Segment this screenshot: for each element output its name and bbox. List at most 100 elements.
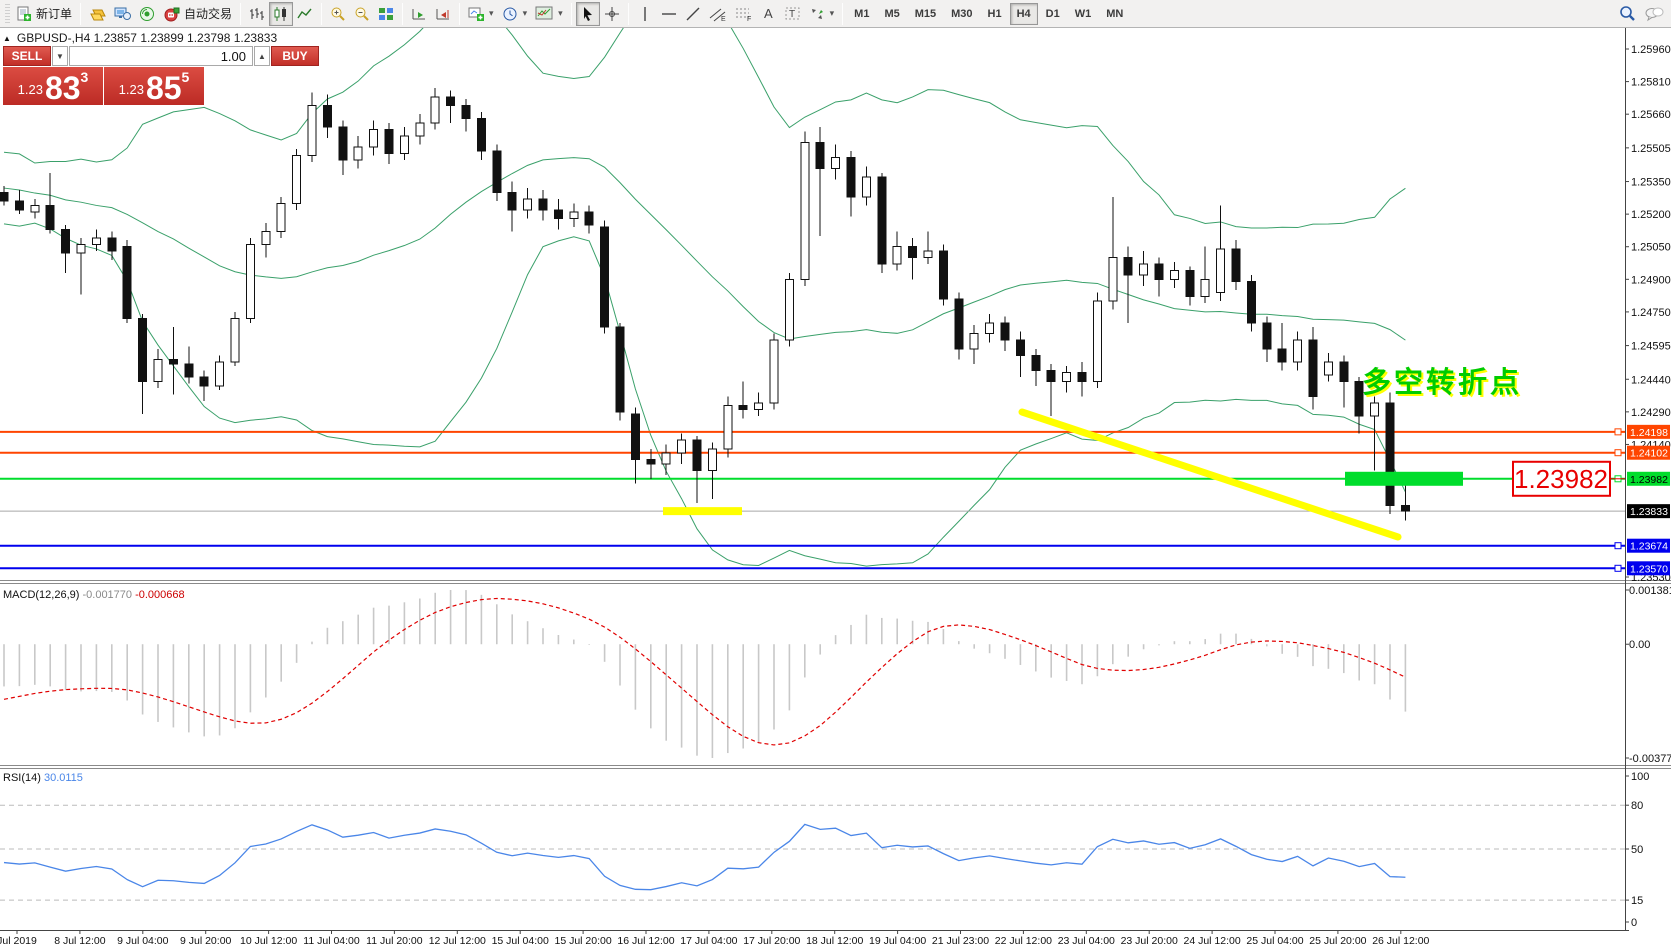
chart-shift-button[interactable]	[431, 2, 455, 26]
candle-body-bull	[707, 448, 717, 472]
candle	[815, 127, 825, 236]
timeframe-d1[interactable]: D1	[1039, 3, 1067, 25]
price-badge	[1627, 561, 1670, 576]
templates-button[interactable]	[531, 2, 567, 26]
text-label-tool[interactable]: T	[781, 2, 805, 26]
candle	[569, 203, 579, 228]
timeframe-h1[interactable]: H1	[981, 3, 1009, 25]
timeframe-h4[interactable]: H4	[1009, 2, 1038, 25]
candle	[769, 333, 779, 410]
buy-price-display[interactable]: 1.23 85 5	[104, 67, 204, 105]
candle-body-bear	[600, 226, 610, 328]
equidistant-channel-tool[interactable]: E	[705, 2, 731, 26]
candle-body-bear	[738, 404, 748, 411]
sell-button[interactable]: SELL	[3, 46, 51, 66]
timeframe-m30[interactable]: M30	[944, 3, 979, 25]
collapse-arrow-icon[interactable]: ▲	[3, 33, 11, 43]
candle	[430, 88, 440, 130]
time-tick-label: 12 Jul 12:00	[429, 935, 486, 947]
time-tick-label: 8 Jul 12:00	[54, 935, 106, 947]
candle	[14, 190, 24, 215]
periods-button[interactable]	[498, 2, 532, 26]
candle	[938, 244, 948, 306]
price-callout-box[interactable]	[1512, 460, 1611, 497]
auto-scroll-button[interactable]	[407, 2, 431, 26]
toolbar: 新订单 自动交易	[0, 0, 1671, 28]
candle	[30, 198, 40, 219]
candle-body-bull	[1293, 339, 1303, 363]
time-tick-label: 19 Jul 04:00	[869, 935, 926, 947]
data-window-button[interactable]	[110, 2, 135, 26]
zoom-in-button[interactable]	[326, 2, 350, 26]
candle	[831, 144, 841, 180]
rsi-value: 30.0115	[44, 772, 83, 784]
volume-increase-button[interactable]: ▲	[254, 46, 270, 66]
macd-signal-value: -0.000668	[135, 589, 185, 601]
candle-body-bear	[1000, 322, 1010, 341]
toolbar-separator	[627, 2, 629, 25]
price-badge	[1627, 445, 1670, 460]
arrows-tool[interactable]	[805, 2, 839, 26]
macd-label: MACD(12,26,9) -0.001770 -0.000668	[3, 589, 185, 601]
sell-price-display[interactable]: 1.23 83 3	[3, 67, 103, 105]
candle-body-bear	[61, 228, 71, 254]
text-tool[interactable]: A	[757, 2, 781, 26]
strategy-tester-button[interactable]	[135, 2, 159, 26]
green-highlight-bar[interactable]	[1345, 471, 1463, 486]
candle	[507, 181, 517, 232]
volume-decrease-button[interactable]: ▼	[52, 46, 68, 66]
chat-button[interactable]	[1640, 2, 1668, 26]
search-button[interactable]	[1615, 2, 1640, 26]
hline-anchor[interactable]	[1614, 564, 1622, 572]
candle	[892, 231, 902, 271]
timeframe-m1[interactable]: M1	[847, 3, 876, 25]
timeframe-m15[interactable]: M15	[908, 3, 943, 25]
new-chart-icon	[468, 6, 485, 22]
autotrading-button[interactable]: 自动交易	[159, 2, 236, 26]
hline-anchor[interactable]	[1614, 428, 1622, 436]
price-badge-label: 1.23982	[1630, 474, 1668, 486]
candle-body-bear	[692, 439, 702, 472]
candle-body-bear	[168, 359, 178, 365]
horizontal-line-tool[interactable]	[657, 2, 681, 26]
rsi-line	[3, 823, 1406, 891]
hline-anchor[interactable]	[1614, 449, 1622, 457]
timeframe-m5[interactable]: M5	[877, 3, 906, 25]
autotrading-icon	[163, 6, 180, 22]
toolbar-separator	[459, 2, 461, 25]
bar-chart-button[interactable]	[245, 2, 269, 26]
zoom-out-button[interactable]	[350, 2, 374, 26]
tile-windows-button[interactable]	[374, 2, 398, 26]
hline-anchor[interactable]	[1614, 542, 1622, 550]
time-tick-label: 21 Jul 23:00	[932, 935, 989, 947]
timeframe-w1[interactable]: W1	[1068, 3, 1099, 25]
candle	[1092, 292, 1102, 388]
candlestick-chart-button[interactable]	[269, 1, 294, 26]
line-chart-button[interactable]	[293, 2, 317, 26]
rsi-tick-label: 80	[1631, 800, 1643, 812]
chart-area[interactable]: 多空转折点 多空转折点 1.25960 1.25810 1.25660 1.25505 1.…	[0, 28, 1671, 949]
time-tick-label: 16 Jul 12:00	[617, 935, 674, 947]
candle-body-bear	[1123, 257, 1133, 276]
candle-body-bear	[584, 211, 594, 226]
fibonacci-tool[interactable]: F	[731, 2, 757, 26]
timeframe-mn[interactable]: MN	[1099, 3, 1130, 25]
candle-body-bear	[107, 237, 117, 252]
bollinger-middle	[3, 157, 1406, 341]
market-watch-button[interactable]	[85, 2, 110, 26]
vertical-line-tool[interactable]	[633, 2, 657, 26]
buy-button[interactable]: BUY	[271, 46, 319, 66]
toolbar-grip[interactable]	[5, 3, 10, 24]
time-tick-label: 26 Jul 12:00	[1372, 935, 1429, 947]
cursor-tool-button[interactable]	[575, 1, 600, 26]
new-chart-button[interactable]	[464, 2, 498, 26]
volume-input[interactable]	[69, 46, 253, 66]
trendline-tool[interactable]	[681, 2, 705, 26]
chart-canvas[interactable]: 多空转折点多空转折点1.259601.258101.256601.255051.…	[0, 28, 1671, 949]
candle-body-bull	[677, 439, 687, 454]
new-order-button[interactable]: 新订单	[12, 2, 76, 26]
yellow-trendline[interactable]	[1018, 408, 1402, 541]
turning-point-annotation: 多空转折点	[1362, 365, 1522, 399]
crosshair-tool-button[interactable]	[600, 2, 624, 26]
